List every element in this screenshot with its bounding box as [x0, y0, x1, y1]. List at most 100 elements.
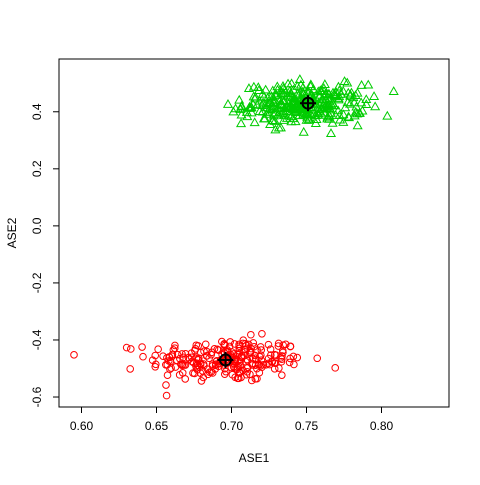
data-point-circle — [162, 391, 171, 400]
data-point-circle — [201, 340, 210, 349]
data-point-triangle — [294, 74, 305, 83]
data-point-circle — [151, 363, 160, 371]
data-point-triangle — [342, 77, 353, 87]
data-point-circle — [178, 369, 187, 377]
data-point-triangle — [382, 110, 393, 120]
data-point-circle — [235, 344, 244, 353]
data-point-triangle — [222, 99, 234, 108]
data-point-circle — [243, 368, 252, 376]
data-point-triangle — [267, 92, 279, 102]
data-point-triangle — [302, 111, 313, 121]
data-point-triangle — [278, 83, 289, 93]
data-point-triangle — [306, 102, 317, 112]
data-point-triangle — [318, 103, 329, 113]
data-point-circle — [192, 354, 201, 363]
data-point-circle — [257, 346, 266, 354]
data-point-triangle — [258, 91, 269, 101]
data-point-triangle — [261, 98, 272, 108]
data-point-triangle — [313, 104, 324, 114]
x-axis: 0.60 0.65 0.70 0.75 0.80 — [70, 406, 394, 433]
data-point-circle — [278, 352, 286, 360]
x-axis-label: ASE1 — [239, 451, 270, 465]
data-point-circle — [208, 369, 217, 377]
data-point-circle — [168, 352, 177, 360]
x-tick-label: 0.60 — [70, 419, 94, 433]
data-point-triangle — [269, 115, 281, 125]
data-point-triangle — [295, 79, 307, 89]
data-point-triangle — [288, 84, 299, 94]
data-point-circle — [162, 381, 170, 389]
data-point-triangle — [344, 98, 356, 108]
data-point-circle — [238, 353, 246, 362]
data-point-triangle — [351, 101, 362, 111]
data-point-triangle — [305, 79, 316, 89]
data-point-circle — [242, 370, 251, 379]
data-point-circle — [279, 341, 287, 349]
x-tick-label: 0.80 — [370, 419, 394, 433]
data-point-triangle — [316, 85, 327, 95]
data-point-triangle — [304, 113, 315, 123]
data-point-circle — [178, 350, 186, 358]
data-point-triangle — [338, 116, 349, 126]
y-axis: -0.6 -0.4 -0.2 0.0 0.2 0.4 — [30, 103, 60, 407]
data-point-triangle — [257, 106, 268, 116]
data-point-circle — [181, 361, 190, 369]
data-point-circle — [154, 345, 162, 354]
data-point-circle — [169, 346, 178, 354]
data-point-circle — [213, 345, 222, 354]
data-point-triangle — [319, 79, 330, 89]
data-point-circle — [274, 339, 283, 348]
y-tick-label: 0.0 — [30, 217, 44, 234]
data-point-circle — [286, 342, 295, 351]
data-point-circle — [187, 353, 196, 362]
data-point-triangle — [228, 106, 239, 116]
data-point-triangle — [281, 112, 293, 122]
data-point-triangle — [294, 110, 305, 120]
data-point-triangle — [236, 109, 247, 119]
data-point-triangle — [297, 86, 308, 96]
data-point-triangle — [235, 118, 247, 128]
data-point-triangle — [330, 90, 342, 100]
data-point-triangle — [370, 101, 381, 111]
data-point-circle — [268, 357, 276, 366]
y-tick-label: 0.2 — [30, 160, 44, 177]
data-point-triangle — [257, 88, 268, 98]
data-point-circle — [254, 361, 263, 369]
data-point-triangle — [275, 85, 286, 95]
data-point-triangle — [275, 95, 286, 104]
data-point-triangle — [333, 81, 344, 91]
data-point-triangle — [350, 90, 361, 99]
data-point-circle — [253, 374, 261, 383]
data-point-circle — [222, 367, 230, 376]
data-point-circle — [278, 355, 286, 363]
data-point-triangle — [323, 98, 334, 108]
data-point-triangle — [282, 101, 293, 110]
data-point-circle — [290, 360, 298, 369]
data-point-triangle — [244, 101, 255, 111]
data-point-circle — [270, 365, 279, 373]
data-point-circle — [235, 369, 244, 377]
data-point-triangle — [303, 86, 314, 96]
data-point-circle — [278, 346, 287, 355]
data-point-circle — [264, 340, 273, 349]
data-point-triangle — [272, 81, 283, 91]
y-tick-label: -0.6 — [30, 386, 44, 407]
data-point-circle — [244, 340, 253, 349]
data-point-triangle — [326, 100, 337, 110]
data-point-triangle — [308, 84, 319, 94]
data-point-triangle — [260, 84, 271, 94]
data-point-circle — [233, 365, 242, 374]
data-point-circle — [229, 363, 238, 372]
data-point-circle — [202, 352, 211, 360]
data-point-circle — [331, 364, 340, 372]
data-point-circle — [191, 345, 200, 353]
data-point-circle — [170, 344, 179, 352]
data-point-triangle — [246, 107, 257, 117]
data-point-triangle — [352, 120, 363, 130]
x-tick-label: 0.70 — [220, 419, 244, 433]
data-point-circle — [247, 330, 255, 339]
data-point-circle — [138, 343, 146, 351]
data-point-triangle — [298, 89, 309, 98]
